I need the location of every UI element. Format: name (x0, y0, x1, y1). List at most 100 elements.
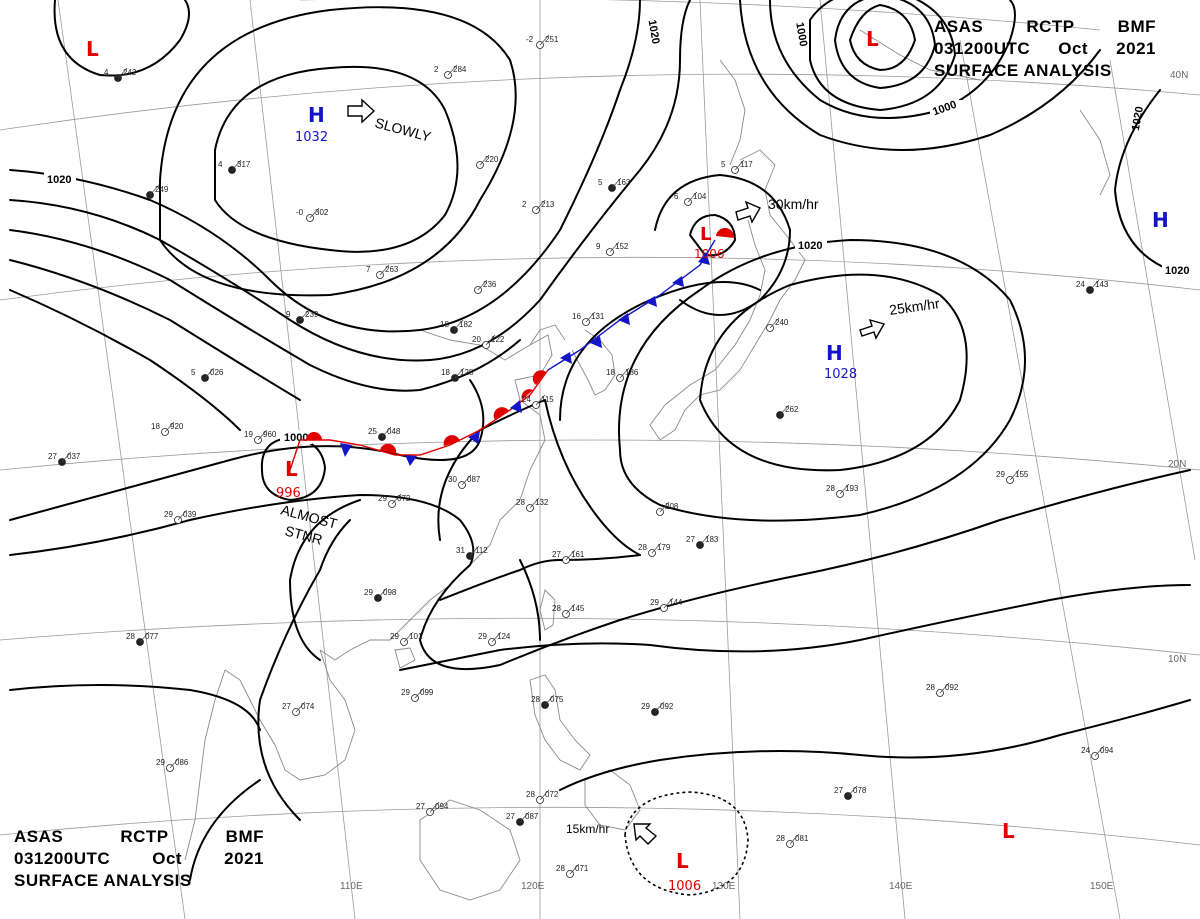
station-plot: 115 24 (522, 394, 554, 409)
wind-barb-icon (544, 694, 555, 706)
station-plot: 077 28 (126, 631, 159, 646)
station-temperature: 28 (516, 498, 525, 507)
isobar-label: 1020 (1130, 105, 1146, 131)
low-symbol: L (1002, 819, 1015, 843)
station-plot: 179 28 (638, 542, 671, 557)
station-temperature: 24 (1081, 746, 1090, 755)
station-plot: 262 (776, 404, 799, 419)
station-pressure: 101 (409, 632, 423, 641)
station-plot: 284 2 (434, 64, 467, 79)
isobar-tropical-low-dashed (624, 791, 749, 896)
station-plot: 317 4 (218, 159, 251, 174)
station-temperature: 28 (126, 632, 135, 641)
lat-label: 40N (1170, 70, 1188, 81)
station-plot: 071 28 (556, 863, 589, 878)
meridian-160e (1109, 59, 1196, 561)
station-pressure: 131 (591, 312, 605, 321)
station-temperature: 9 (286, 310, 291, 319)
station-plot: 960 19 (244, 429, 277, 444)
station-pressure: 186 (625, 368, 639, 377)
wind-barb-icon (204, 367, 215, 379)
station-temperature: 5 (598, 178, 603, 187)
station-temperature: 6 (674, 192, 679, 201)
parallel-20n (0, 439, 1200, 471)
wind-barb-icon (769, 317, 780, 329)
motion-label: SLOWLY (373, 114, 433, 144)
station-temperature: 25 (368, 427, 377, 436)
wind-barb-icon (377, 587, 388, 599)
wind-barb-icon (447, 64, 458, 76)
station-plot: 094 24 (1081, 745, 1114, 760)
station-pressure: 094 (1100, 746, 1114, 755)
isobar-label: 1020 (646, 19, 662, 45)
wind-barb-icon (429, 801, 440, 813)
station-temperature: 7 (366, 265, 371, 274)
station-plot: 220 (476, 154, 499, 169)
low-symbol: L (700, 224, 711, 245)
station-plot: 098 29 (364, 587, 397, 602)
station-temperature: 2 (434, 65, 439, 74)
station-temperature: 31 (456, 546, 465, 555)
isobar-label: 1020 (798, 240, 822, 252)
station-pressure: 239 (305, 310, 319, 319)
wind-barb-icon (611, 177, 622, 189)
front-line-blue (547, 239, 716, 371)
station-pressure: 117 (740, 160, 753, 169)
wind-barb-icon (461, 474, 472, 486)
station-pressure: 284 (453, 65, 467, 74)
station-pressure: 163 (617, 178, 631, 187)
station-pressure: 122 (491, 335, 505, 344)
station-temperature: 9 (596, 242, 601, 251)
coast-indochina (224, 649, 356, 781)
coast-taiwan (539, 589, 556, 631)
station-pressure: 920 (170, 422, 184, 431)
wind-barb-icon (164, 421, 175, 433)
wind-barb-icon (609, 241, 620, 253)
station-plot: 124 29 (478, 631, 511, 646)
station-plot: 144 29 (650, 597, 683, 612)
isobar-north-4 (9, 259, 301, 401)
isobar-label: 1000 (793, 21, 809, 47)
wind-barb-icon (535, 199, 546, 211)
motion-arrow-icon (859, 318, 886, 340)
wind-barb-icon (477, 279, 488, 291)
station-plot: 074 27 (282, 701, 315, 716)
header-agency: ASAS (14, 827, 64, 846)
station-plot: 072 28 (526, 789, 559, 804)
station-pressure: 213 (541, 200, 555, 209)
station-plot: 213 2 (522, 199, 555, 214)
station-temperature: 4 (218, 160, 223, 169)
station-temperature: 29 (364, 588, 373, 597)
station-pressure: 072 (545, 790, 559, 799)
station-temperature: 28 (526, 790, 535, 799)
wind-barb-icon (839, 483, 850, 495)
station-temperature: 29 (378, 494, 387, 503)
station-temperature: 28 (776, 834, 785, 843)
wind-barb-icon (231, 159, 242, 171)
station-plot: 104 6 (674, 191, 707, 206)
station-temperature: 30 (448, 475, 457, 484)
wind-barb-icon (391, 493, 402, 505)
lon-label: 120E (521, 881, 545, 892)
wind-barb-icon (789, 833, 800, 845)
isobar-south-4 (257, 519, 351, 821)
station-pressure: 242 (123, 68, 137, 77)
station-pressure: 099 (420, 688, 434, 697)
low-value: 1006 (668, 879, 701, 894)
high-symbol: H (826, 341, 843, 365)
wind-barb-icon (699, 534, 710, 546)
wind-barb-icon (491, 631, 502, 643)
station-plot: 078 27 (834, 785, 867, 800)
isobar-1020-pacific (618, 239, 1026, 522)
station-temperature: 5 (721, 160, 726, 169)
station-temperature: 27 (48, 452, 57, 461)
station-plot: 101 29 (390, 631, 423, 646)
lon-label: 150E (1090, 881, 1114, 892)
station-plot: 112 31 (456, 545, 488, 560)
wind-barb-icon (1089, 279, 1100, 291)
station-plot: 075 28 (531, 694, 564, 709)
station-plot: 094 27 (416, 801, 449, 816)
station-plot: 183 27 (686, 534, 719, 549)
station-pressure: 193 (845, 484, 859, 493)
wind-barb-icon (257, 429, 268, 441)
